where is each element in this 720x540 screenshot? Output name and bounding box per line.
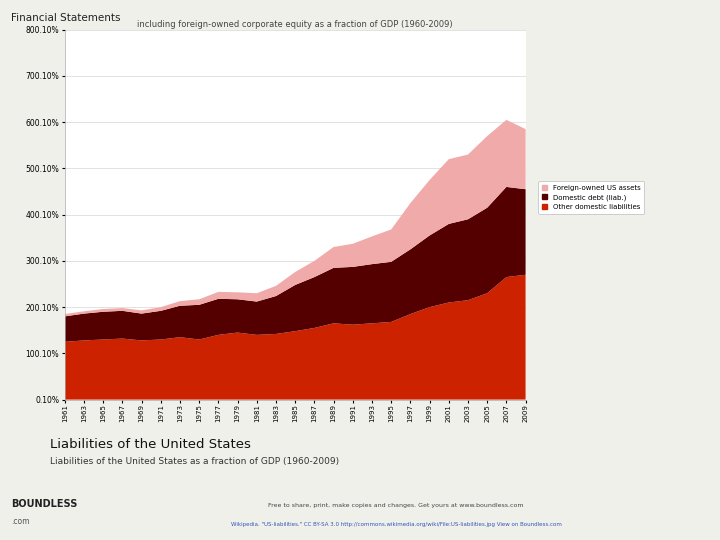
Text: BOUNDLESS: BOUNDLESS	[11, 499, 77, 509]
Text: Liabilities of the United States: Liabilities of the United States	[50, 438, 251, 451]
Text: .com: .com	[11, 517, 30, 526]
Text: Free to share, print, make copies and changes. Get yours at www.boundless.com: Free to share, print, make copies and ch…	[269, 503, 523, 508]
Text: including foreign-owned corporate equity as a fraction of GDP (1960-2009): including foreign-owned corporate equity…	[138, 20, 453, 29]
Text: Liabilities of the United States as a fraction of GDP (1960-2009): Liabilities of the United States as a fr…	[50, 457, 340, 467]
Text: Wikipedia. "US-liabilities." CC BY-SA 3.0 http://commons.wikimedia.org/wiki/File: Wikipedia. "US-liabilities." CC BY-SA 3.…	[230, 522, 562, 527]
Text: Financial Statements: Financial Statements	[11, 13, 120, 23]
Title: Liabilities of the United States: Liabilities of the United States	[211, 0, 379, 1]
Legend: Foreign-owned US assets, Domestic debt (liab.), Other domestic liabilities: Foreign-owned US assets, Domestic debt (…	[539, 181, 644, 213]
